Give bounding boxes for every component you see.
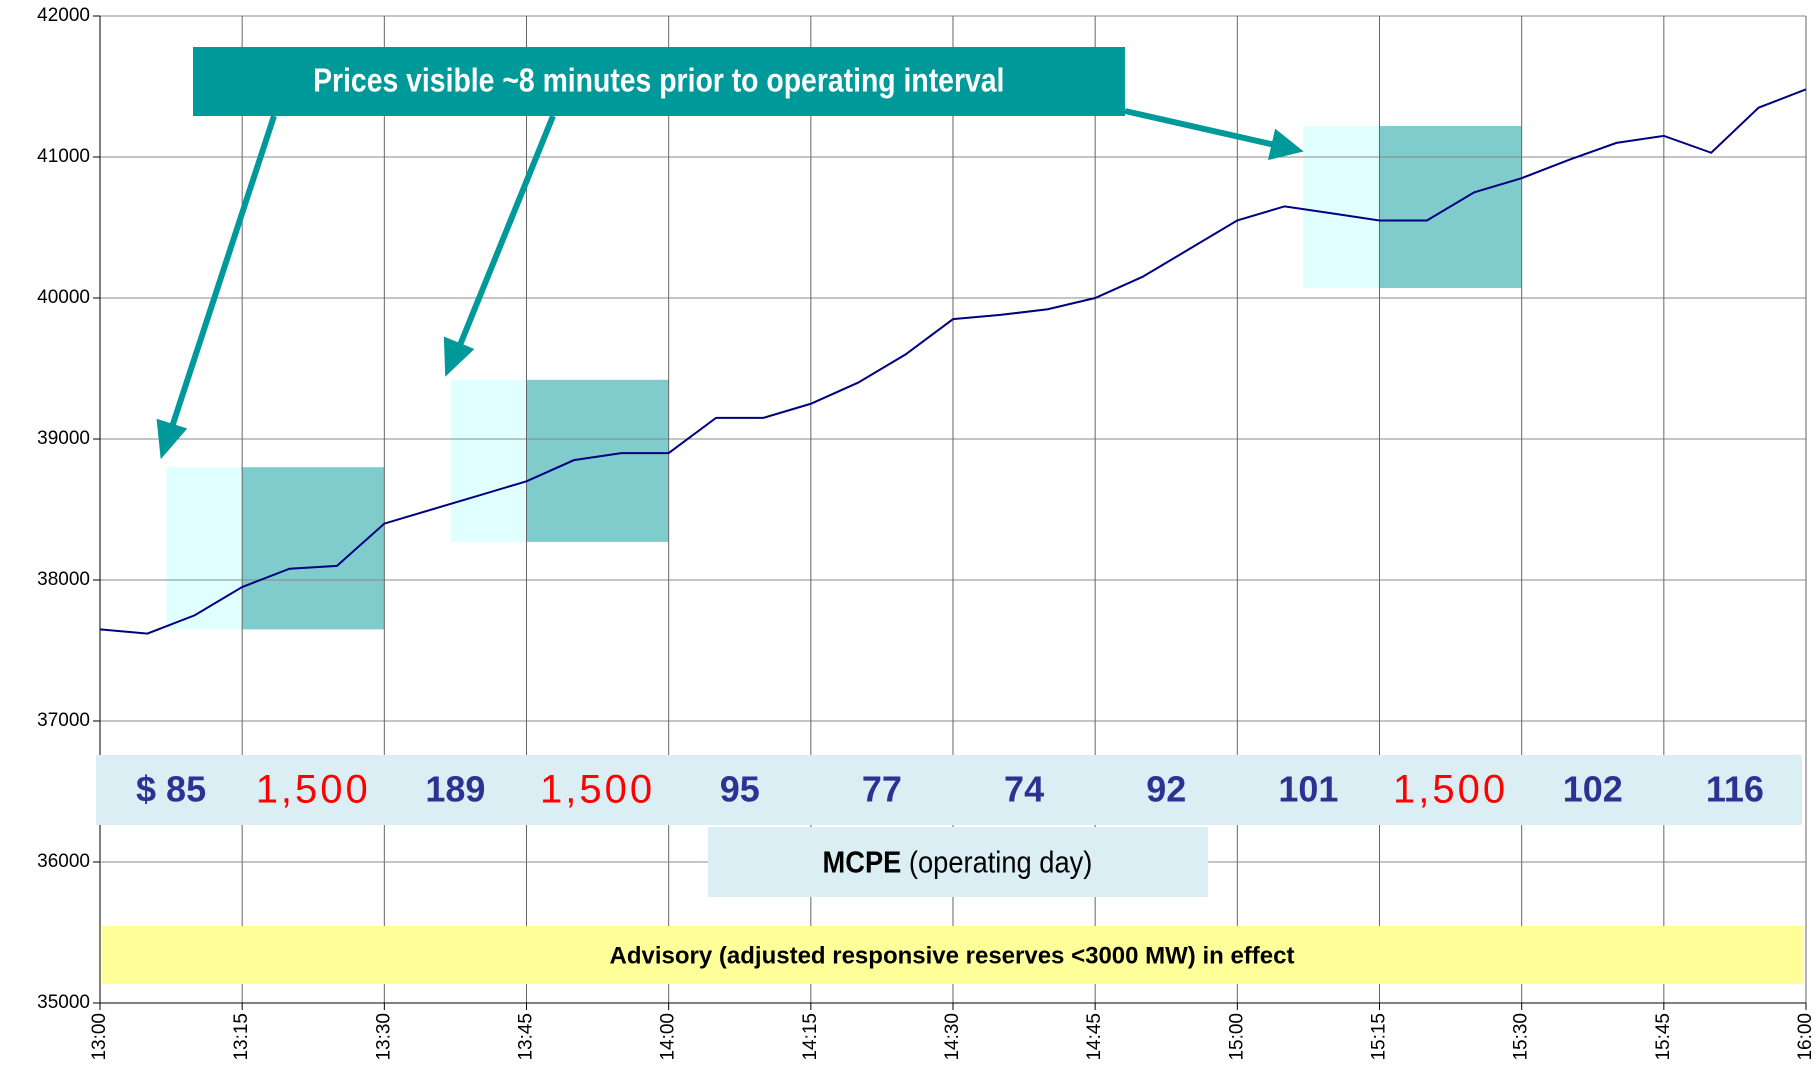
preview-box [450, 379, 527, 542]
mcpe-box [708, 827, 1208, 897]
arrow-head [443, 336, 475, 377]
arrow-head [1268, 128, 1304, 161]
data-line [99, 88, 1807, 635]
x-tick-label: 13:15 [231, 1013, 252, 1061]
x-tick-label: 16:00 [1795, 1013, 1816, 1061]
prices: $ 85 1,500 189 1,500 95 77 74 92 101 1,500 102 116 [136, 768, 1764, 812]
arrow-head [156, 418, 188, 460]
arrow [1124, 108, 1276, 148]
y-tick-label: 40000 [37, 287, 90, 308]
interval-box [242, 467, 385, 630]
x-tick-label: 15:15 [1369, 1013, 1390, 1061]
price-row [96, 755, 1802, 825]
price-label: 1,500 [1393, 768, 1508, 812]
price-label: 102 [1563, 769, 1623, 810]
plot [99, 88, 1807, 635]
x-tick-label: 14:00 [658, 1013, 679, 1061]
x-tick-label: 13:45 [516, 1013, 537, 1061]
y-tick-label: 41000 [37, 146, 90, 167]
highlight-boxes [166, 126, 1522, 630]
y-tick-label: 35000 [37, 992, 90, 1013]
y-tick-label: 36000 [37, 851, 90, 872]
y-tick-label: 38000 [37, 569, 90, 590]
price-label: 74 [1004, 769, 1044, 810]
x-tick-label: 13:30 [373, 1013, 394, 1061]
mcpe-note: (operating day) [909, 846, 1092, 880]
price-label: 189 [425, 769, 485, 810]
mcpe-title: MCPE [823, 846, 902, 880]
arrow [455, 114, 556, 352]
y-tick-label: 39000 [37, 428, 90, 449]
x-tick-label: 14:45 [1084, 1013, 1105, 1061]
mcpe-label: MCPE (operating day) [823, 846, 1093, 880]
arrows [156, 108, 1304, 460]
price-label: 92 [1146, 769, 1186, 810]
price-label: 101 [1278, 769, 1338, 810]
x-tick-label: 14:15 [800, 1013, 821, 1061]
price-label: 1,500 [540, 768, 655, 812]
grid: 35000 36000 37000 38000 39000 40000 41000 42000… [37, 5, 1816, 1061]
price-label: 116 [1706, 769, 1764, 810]
y-tick-label: 42000 [37, 5, 90, 26]
x-tick-label: 13:00 [89, 1013, 110, 1061]
price-label: 77 [862, 769, 902, 810]
advisory-text: Advisory (adjusted responsive reserves <… [610, 942, 1295, 969]
callout-text: Prices visible ~8 minutes prior to opera… [313, 62, 1004, 100]
advisory-box [102, 926, 1803, 984]
preview-box [1303, 126, 1380, 288]
x-tick-label: 15:00 [1226, 1013, 1247, 1061]
price-label: $ 85 [136, 769, 206, 810]
x-tick-label: 15:30 [1511, 1013, 1532, 1061]
price-label: 1,500 [256, 768, 371, 812]
arrow [168, 115, 277, 431]
x-tick-label: 15:45 [1653, 1013, 1674, 1061]
y-tick-label: 37000 [37, 710, 90, 731]
x-tick-label: 14:30 [942, 1013, 963, 1061]
preview-box [166, 467, 243, 630]
price-label: 95 [720, 769, 760, 810]
interval-box [526, 379, 669, 542]
callout-box [193, 47, 1125, 116]
